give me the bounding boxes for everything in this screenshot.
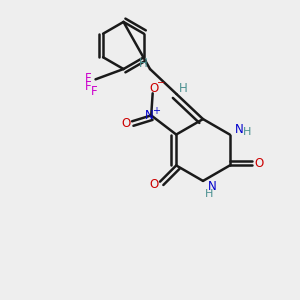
Text: N: N: [235, 123, 244, 136]
Text: O: O: [121, 117, 130, 130]
Text: H: H: [205, 190, 213, 200]
Text: O: O: [149, 82, 159, 94]
Text: O: O: [149, 178, 159, 191]
Text: F: F: [85, 80, 92, 93]
Text: +: +: [152, 106, 160, 116]
Text: F: F: [91, 85, 98, 98]
Text: N: N: [145, 109, 153, 122]
Text: −: −: [158, 78, 166, 88]
Text: O: O: [255, 157, 264, 169]
Text: H: H: [178, 82, 188, 95]
Text: F: F: [85, 72, 92, 85]
Text: N: N: [208, 180, 216, 193]
Text: H: H: [243, 127, 252, 137]
Text: H: H: [139, 57, 148, 70]
